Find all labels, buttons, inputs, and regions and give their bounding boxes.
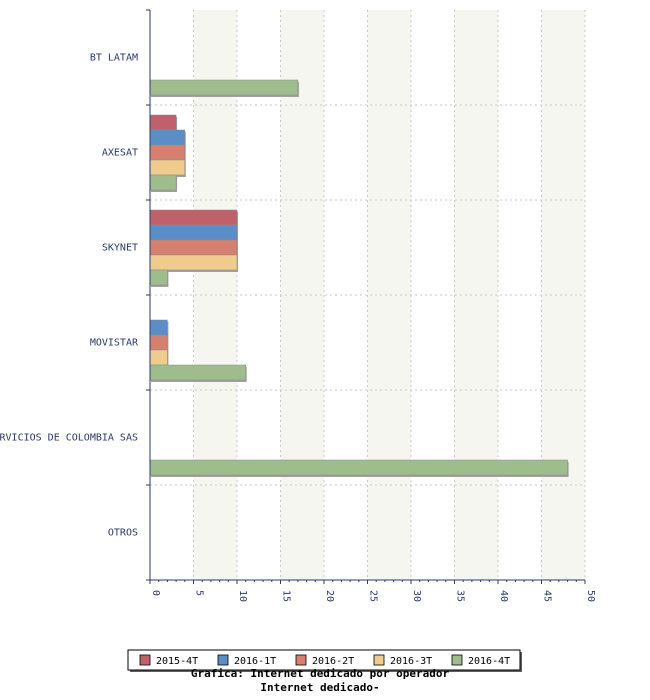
bar bbox=[149, 254, 238, 271]
category-label: AXESAT bbox=[102, 148, 138, 159]
bar bbox=[149, 174, 177, 191]
chart-footer: Grafica: Internet dedicado por operador … bbox=[191, 667, 450, 694]
x-tick-label: 50 bbox=[585, 590, 596, 602]
legend-label: 2015-4T bbox=[156, 656, 198, 667]
x-tick-label: 40 bbox=[498, 590, 509, 602]
x-tick-label: 20 bbox=[324, 590, 335, 602]
legend-label: 2016-2T bbox=[312, 656, 354, 667]
x-tick-label: 45 bbox=[542, 590, 553, 602]
bar bbox=[149, 144, 186, 161]
legend-swatch bbox=[139, 654, 151, 666]
bar bbox=[149, 269, 168, 286]
category-label: SKYNET bbox=[102, 243, 138, 254]
bar bbox=[149, 364, 246, 381]
plot-band bbox=[498, 10, 542, 580]
bar bbox=[149, 224, 238, 241]
x-tick-label: 0 bbox=[150, 590, 161, 596]
legend-swatch bbox=[295, 654, 307, 666]
bars bbox=[149, 79, 569, 477]
category-labels: BT LATAM AXESAT SKYNET MOVISTAR RVICIOS DE C… bbox=[0, 53, 139, 539]
bar bbox=[149, 334, 168, 351]
category-label: BT LATAM bbox=[90, 53, 138, 64]
bar bbox=[149, 79, 299, 96]
plot-band bbox=[367, 10, 411, 580]
bar bbox=[149, 239, 238, 256]
bar bbox=[149, 459, 568, 476]
bar bbox=[149, 349, 168, 366]
category-label: MOVISTAR bbox=[90, 338, 139, 349]
legend-swatch bbox=[217, 654, 229, 666]
plot-band bbox=[411, 10, 455, 580]
legend: 2015-4T 2016-1T 2016-2T 2016-3T 2016-4T bbox=[127, 649, 522, 672]
category-label: RVICIOS DE COLOMBIA SAS bbox=[0, 433, 138, 444]
bar bbox=[149, 319, 168, 336]
x-tick-label: 30 bbox=[411, 590, 422, 602]
legend-label: 2016-1T bbox=[234, 656, 276, 667]
bar bbox=[149, 114, 177, 131]
x-tick-label: 35 bbox=[455, 590, 466, 602]
x-tick-label: 25 bbox=[368, 590, 379, 602]
footer-line-1: Grafica: Internet dedicado por operador bbox=[191, 667, 450, 680]
x-tick-label: 5 bbox=[194, 590, 205, 596]
legend-label: 2016-4T bbox=[468, 656, 510, 667]
x-tick-labels: 0 5 10 15 20 25 30 35 40 45 50 bbox=[150, 590, 596, 602]
legend-label: 2016-3T bbox=[390, 656, 432, 667]
grid-lines bbox=[150, 10, 586, 580]
axes bbox=[146, 9, 586, 584]
plot-band bbox=[541, 10, 585, 580]
legend-swatch bbox=[373, 654, 385, 666]
x-tick-label: 15 bbox=[281, 590, 292, 602]
bar bbox=[149, 129, 186, 146]
bar bbox=[149, 209, 238, 226]
x-tick-label: 10 bbox=[237, 590, 248, 602]
footer-line-2: Internet dedicado- bbox=[260, 681, 379, 694]
category-label: OTROS bbox=[108, 528, 138, 539]
legend-swatch bbox=[451, 654, 463, 666]
bar bbox=[149, 159, 186, 176]
plot-band bbox=[237, 10, 281, 580]
